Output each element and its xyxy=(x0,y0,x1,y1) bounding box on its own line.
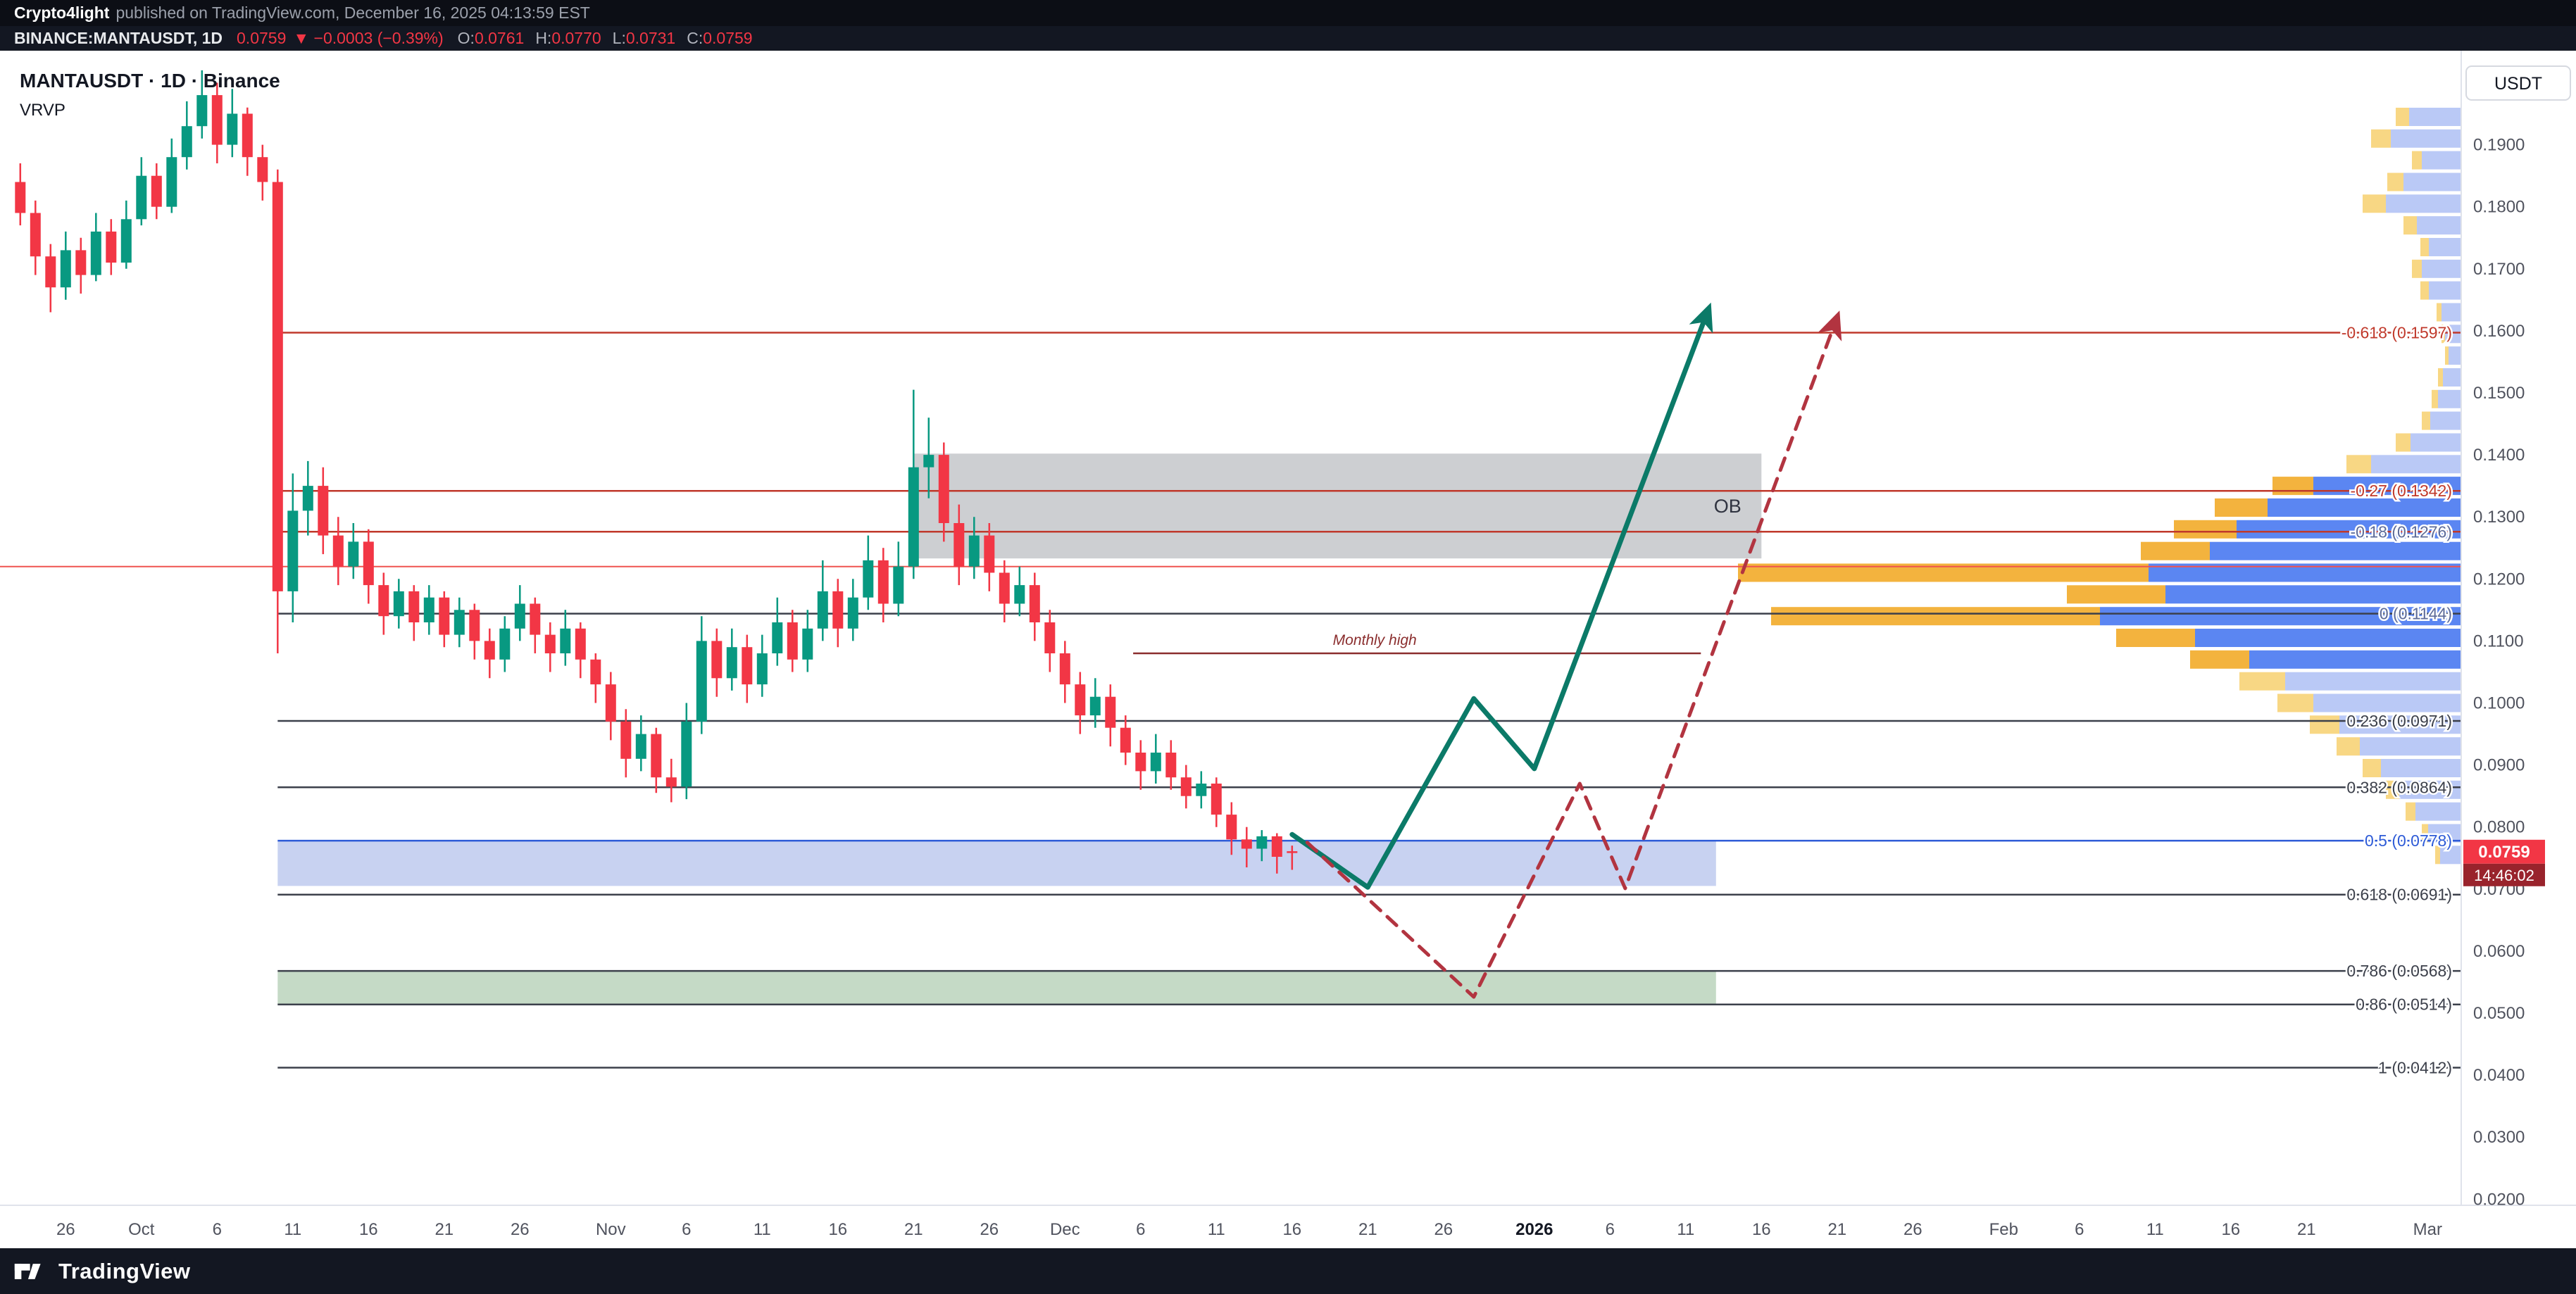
svg-text:11: 11 xyxy=(754,1220,771,1239)
indicator-label[interactable]: VRVP xyxy=(20,101,65,120)
svg-text:11: 11 xyxy=(1208,1220,1225,1239)
svg-text:Nov: Nov xyxy=(596,1220,626,1239)
svg-text:0.1500: 0.1500 xyxy=(2473,384,2525,403)
green-demand-zone[interactable] xyxy=(277,971,1716,1005)
svg-text:0.1700: 0.1700 xyxy=(2473,260,2525,279)
blue-demand-zone[interactable] xyxy=(277,841,1716,886)
svg-text:14:46:02: 14:46:02 xyxy=(2474,867,2534,884)
svg-text:-0.27 (0.1342): -0.27 (0.1342) xyxy=(2351,482,2452,500)
candles[interactable] xyxy=(15,70,1298,874)
svg-text:11: 11 xyxy=(2146,1220,2164,1239)
svg-text:11: 11 xyxy=(284,1220,301,1239)
svg-text:0.1300: 0.1300 xyxy=(2473,508,2525,527)
publish-details: published on TradingView.com, December 1… xyxy=(115,4,590,22)
svg-text:2026: 2026 xyxy=(1515,1220,1553,1239)
svg-text:16: 16 xyxy=(1282,1220,1301,1239)
svg-text:0.0600: 0.0600 xyxy=(2473,942,2525,961)
svg-text:USDT: USDT xyxy=(2494,74,2542,94)
candlestick-chart[interactable]: -0.618 (0.1597) -0.27 (0.1342) -0.18 (0.12… xyxy=(0,51,2576,1248)
svg-text:0.1000: 0.1000 xyxy=(2473,694,2525,713)
svg-text:0.786 (0.0568): 0.786 (0.0568) xyxy=(2346,962,2452,980)
svg-text:0.1200: 0.1200 xyxy=(2473,570,2525,589)
tradingview-logo[interactable] xyxy=(14,1261,48,1282)
svg-text:16: 16 xyxy=(359,1220,378,1239)
svg-text:6: 6 xyxy=(682,1220,691,1239)
svg-text:26: 26 xyxy=(511,1220,530,1239)
svg-text:6: 6 xyxy=(1136,1220,1145,1239)
svg-text:0.1400: 0.1400 xyxy=(2473,446,2525,465)
ohlc-values: O:0.0761 H:0.0770 L:0.0731 C:0.0759 xyxy=(458,29,753,48)
svg-text:6: 6 xyxy=(213,1220,222,1239)
current-price-label: 0.0759 14:46:02 xyxy=(2463,839,2545,886)
svg-text:16: 16 xyxy=(1752,1220,1771,1239)
svg-text:6: 6 xyxy=(2075,1220,2084,1239)
footer-bar: TradingView xyxy=(0,1248,2576,1294)
svg-text:0.5 (0.0778): 0.5 (0.0778) xyxy=(2365,831,2452,850)
svg-text:0.0759: 0.0759 xyxy=(2478,843,2530,862)
symbol-name[interactable]: BINANCE:MANTAUSDT, 1D xyxy=(14,29,223,47)
svg-text:16: 16 xyxy=(2221,1220,2240,1239)
monthly-high-label: Monthly high xyxy=(1333,632,1417,648)
price-axis[interactable]: 0.1900 0.1800 0.1700 0.1600 0.1500 0.1400 0.13… xyxy=(2473,136,2525,1210)
last-price: 0.0759 xyxy=(237,29,287,47)
svg-text:0.0200: 0.0200 xyxy=(2473,1190,2525,1209)
svg-text:21: 21 xyxy=(904,1220,923,1239)
svg-text:-0.618 (0.1597): -0.618 (0.1597) xyxy=(2341,324,2452,342)
price-change: 0.0759 ▼ −0.0003 (−0.39%) xyxy=(237,29,444,48)
svg-text:1 (0.0412): 1 (0.0412) xyxy=(2378,1059,2452,1077)
svg-text:0.1900: 0.1900 xyxy=(2473,136,2525,155)
svg-text:0.0400: 0.0400 xyxy=(2473,1066,2525,1085)
svg-text:6: 6 xyxy=(1606,1220,1615,1239)
svg-text:21: 21 xyxy=(1358,1220,1377,1239)
svg-text:0.0800: 0.0800 xyxy=(2473,818,2525,837)
change-value: ▼ −0.0003 (−0.39%) xyxy=(293,29,444,47)
svg-text:Feb: Feb xyxy=(1989,1220,2018,1239)
brand-name: TradingView xyxy=(58,1258,191,1283)
ohlc-pair: O:0.0761 xyxy=(457,29,525,47)
axis-unit-box[interactable]: USDT xyxy=(2465,65,2571,101)
svg-text:0.86 (0.0514): 0.86 (0.0514) xyxy=(2356,995,2452,1014)
svg-text:Mar: Mar xyxy=(2413,1220,2442,1239)
svg-text:26: 26 xyxy=(56,1220,75,1239)
time-axis[interactable]: 26 Oct 6 11 16 21 26 Nov 6 11 16 21 26 Dec 6 11 16 21 26 20… xyxy=(56,1220,2442,1239)
order-block-label: OB xyxy=(1714,496,1742,517)
svg-text:Oct: Oct xyxy=(128,1220,155,1239)
alternate-projection-path[interactable] xyxy=(1305,310,1842,999)
svg-text:26: 26 xyxy=(1903,1220,1922,1239)
svg-text:11: 11 xyxy=(1677,1220,1694,1239)
svg-text:16: 16 xyxy=(828,1220,847,1239)
chart-title-overlay[interactable]: MANTAUSDT · 1D · Binance xyxy=(20,70,280,92)
svg-text:0.618 (0.0691): 0.618 (0.0691) xyxy=(2346,886,2452,904)
svg-text:0.0300: 0.0300 xyxy=(2473,1128,2525,1147)
svg-text:26: 26 xyxy=(980,1220,999,1239)
primary-projection-path[interactable] xyxy=(1289,302,1713,890)
svg-text:0.382 (0.0864): 0.382 (0.0864) xyxy=(2346,778,2452,796)
ohlc-pair: C:0.0759 xyxy=(687,29,753,47)
svg-text:0.236 (0.0971): 0.236 (0.0971) xyxy=(2346,712,2452,730)
svg-text:0.1100: 0.1100 xyxy=(2473,632,2524,651)
svg-text:0.1600: 0.1600 xyxy=(2473,322,2525,341)
svg-text:Dec: Dec xyxy=(1050,1220,1080,1239)
publish-info-bar: Crypto4light published on TradingView.co… xyxy=(0,0,2576,26)
chart-area[interactable]: -0.618 (0.1597) -0.27 (0.1342) -0.18 (0.12… xyxy=(0,51,2576,1248)
ohlc-pair: H:0.0770 xyxy=(535,29,601,47)
svg-text:26: 26 xyxy=(1434,1220,1453,1239)
svg-text:0.1800: 0.1800 xyxy=(2473,198,2525,217)
symbol-info-bar: BINANCE:MANTAUSDT, 1D 0.0759 ▼ −0.0003 (… xyxy=(0,26,2576,51)
author-name[interactable]: Crypto4light xyxy=(14,4,110,22)
highlight-zones[interactable] xyxy=(277,453,1762,1005)
fib-level-labels: -0.618 (0.1597) -0.27 (0.1342) -0.18 (0.12… xyxy=(2339,322,2453,1079)
svg-text:0.0500: 0.0500 xyxy=(2473,1004,2525,1023)
svg-text:21: 21 xyxy=(434,1220,454,1239)
ohlc-pair: L:0.0731 xyxy=(612,29,676,47)
svg-text:0.0900: 0.0900 xyxy=(2473,756,2525,775)
svg-text:21: 21 xyxy=(2297,1220,2316,1239)
svg-text:-0.18 (0.1276): -0.18 (0.1276) xyxy=(2351,522,2452,541)
fib-retracement-lines[interactable] xyxy=(277,332,2461,1069)
svg-text:21: 21 xyxy=(1827,1220,1846,1239)
svg-text:0 (0.1144): 0 (0.1144) xyxy=(2380,605,2452,623)
